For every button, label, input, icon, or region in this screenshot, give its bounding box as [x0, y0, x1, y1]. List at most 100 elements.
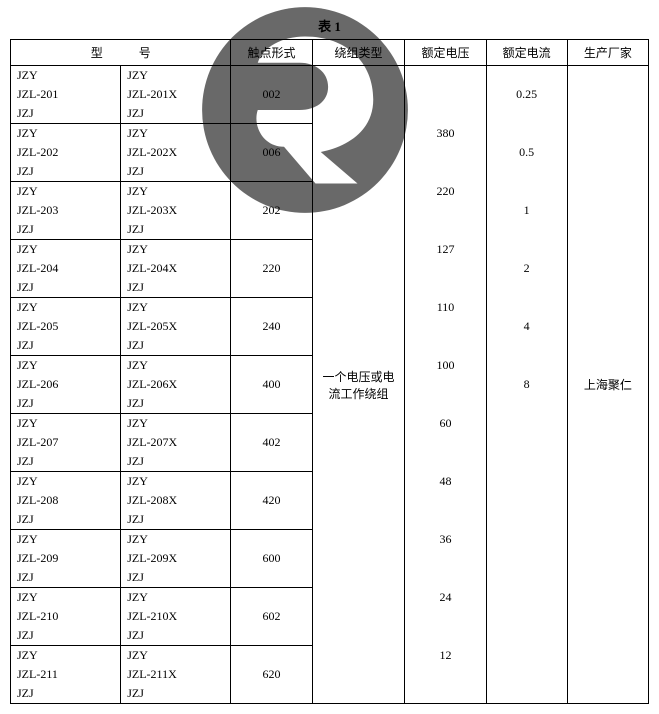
contact-type: 006: [231, 124, 312, 182]
model-a: JZL-201: [11, 85, 121, 104]
model-a: JZY: [11, 182, 121, 202]
rated-current: 2: [486, 259, 567, 278]
model-a: JZY: [11, 66, 121, 86]
rated-voltage: [405, 568, 486, 588]
model-b: JZL-206X: [121, 375, 231, 394]
model-a: JZY: [11, 588, 121, 608]
rated-current: [486, 66, 567, 86]
rated-current: [486, 433, 567, 452]
rated-voltage: [405, 85, 486, 104]
col-current: 额定电流: [486, 40, 567, 66]
rated-current: [486, 491, 567, 510]
table-row: JZYJZY002一个电压或电流工作绕组上海聚仁: [11, 66, 649, 86]
col-winding: 绕组类型: [312, 40, 405, 66]
rated-current: [486, 124, 567, 144]
spec-table: 型 号 触点形式 绕组类型 额定电压 额定电流 生产厂家 JZYJZY002一个…: [10, 39, 649, 704]
model-b: JZY: [121, 66, 231, 86]
rated-voltage: [405, 510, 486, 530]
model-b: JZJ: [121, 626, 231, 646]
model-a: JZY: [11, 124, 121, 144]
rated-voltage: [405, 452, 486, 472]
model-b: JZJ: [121, 684, 231, 704]
col-model: 型 号: [11, 40, 231, 66]
rated-voltage: [405, 278, 486, 298]
model-a: JZY: [11, 530, 121, 550]
rated-current: [486, 182, 567, 202]
rated-voltage: [405, 317, 486, 336]
model-b: JZJ: [121, 568, 231, 588]
model-a: JZL-207: [11, 433, 121, 452]
rated-voltage: 100: [405, 356, 486, 376]
rated-voltage: [405, 104, 486, 124]
model-b: JZL-204X: [121, 259, 231, 278]
rated-voltage: 380: [405, 124, 486, 144]
rated-voltage: [405, 162, 486, 182]
rated-current: [486, 510, 567, 530]
rated-current: 8: [486, 375, 567, 394]
col-mfr: 生产厂家: [567, 40, 648, 66]
model-a: JZJ: [11, 220, 121, 240]
model-a: JZL-203: [11, 201, 121, 220]
model-a: JZL-205: [11, 317, 121, 336]
model-b: JZL-207X: [121, 433, 231, 452]
rated-voltage: 24: [405, 588, 486, 608]
model-b: JZY: [121, 356, 231, 376]
rated-voltage: 48: [405, 472, 486, 492]
model-a: JZL-210: [11, 607, 121, 626]
rated-current: [486, 104, 567, 124]
model-b: JZY: [121, 588, 231, 608]
model-b: JZJ: [121, 336, 231, 356]
rated-voltage: [405, 684, 486, 704]
model-a: JZY: [11, 356, 121, 376]
table-header-row: 型 号 触点形式 绕组类型 额定电压 额定电流 生产厂家: [11, 40, 649, 66]
model-a: JZY: [11, 298, 121, 318]
rated-current: 0.5: [486, 143, 567, 162]
rated-current: [486, 414, 567, 434]
model-a: JZJ: [11, 626, 121, 646]
model-b: JZY: [121, 182, 231, 202]
rated-voltage: [405, 665, 486, 684]
model-b: JZL-205X: [121, 317, 231, 336]
rated-voltage: [405, 491, 486, 510]
contact-type: 220: [231, 240, 312, 298]
model-a: JZL-211: [11, 665, 121, 684]
rated-current: [486, 240, 567, 260]
model-b: JZL-209X: [121, 549, 231, 568]
model-b: JZL-202X: [121, 143, 231, 162]
rated-voltage: [405, 433, 486, 452]
rated-current: 0.25: [486, 85, 567, 104]
model-a: JZJ: [11, 394, 121, 414]
model-a: JZJ: [11, 278, 121, 298]
col-voltage: 额定电压: [405, 40, 486, 66]
rated-voltage: 127: [405, 240, 486, 260]
rated-voltage: [405, 143, 486, 162]
rated-voltage: [405, 607, 486, 626]
rated-voltage: 12: [405, 646, 486, 666]
model-a: JZJ: [11, 510, 121, 530]
rated-voltage: 220: [405, 182, 486, 202]
contact-type: 420: [231, 472, 312, 530]
rated-current: [486, 684, 567, 704]
model-b: JZL-208X: [121, 491, 231, 510]
rated-voltage: [405, 549, 486, 568]
rated-voltage: 36: [405, 530, 486, 550]
model-b: JZJ: [121, 162, 231, 182]
table-caption: 表 1: [10, 16, 649, 35]
model-b: JZL-210X: [121, 607, 231, 626]
contact-type: 600: [231, 530, 312, 588]
contact-type: 620: [231, 646, 312, 704]
contact-type: 240: [231, 298, 312, 356]
rated-current: [486, 278, 567, 298]
model-b: JZJ: [121, 278, 231, 298]
model-a: JZJ: [11, 162, 121, 182]
model-a: JZY: [11, 472, 121, 492]
model-a: JZL-209: [11, 549, 121, 568]
model-a: JZJ: [11, 336, 121, 356]
rated-voltage: [405, 220, 486, 240]
col-contact: 触点形式: [231, 40, 312, 66]
rated-current: [486, 665, 567, 684]
rated-voltage: 110: [405, 298, 486, 318]
model-a: JZY: [11, 646, 121, 666]
model-b: JZY: [121, 240, 231, 260]
model-b: JZY: [121, 472, 231, 492]
